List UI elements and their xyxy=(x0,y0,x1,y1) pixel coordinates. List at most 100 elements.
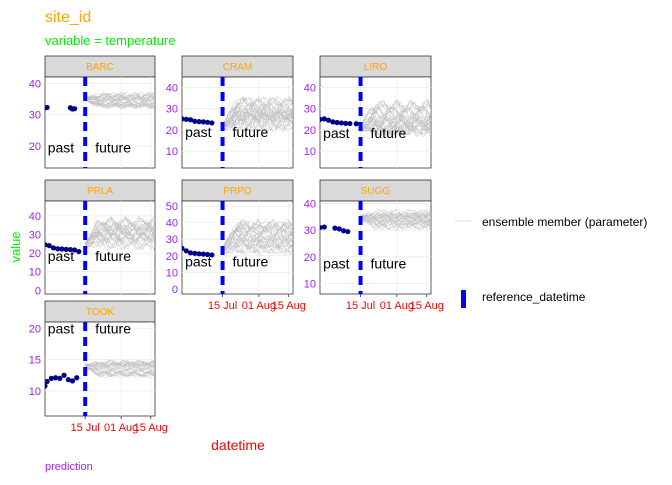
ensemble-traces xyxy=(360,98,431,138)
y-tick-label: 20 xyxy=(166,251,178,263)
ensemble-member-line xyxy=(222,118,293,133)
observed-point xyxy=(330,119,336,125)
ensemble-member-line xyxy=(222,97,293,125)
y-tick-label: 40 xyxy=(304,199,316,211)
y-tick-label: 20 xyxy=(304,252,316,264)
ensemble-member-line xyxy=(222,235,293,252)
ensemble-member-line xyxy=(85,240,155,252)
ensemble-member-line xyxy=(360,218,431,230)
ensemble-member-line xyxy=(222,100,293,126)
observed-point xyxy=(336,226,342,232)
legend-reference-key xyxy=(461,290,466,308)
observed-point xyxy=(321,116,327,122)
y-tick-label: 40 xyxy=(29,78,41,90)
ensemble-member-line xyxy=(360,211,431,219)
annotation-future: future xyxy=(371,255,407,271)
ensemble-member-line xyxy=(222,229,293,251)
ensemble-member-line xyxy=(360,218,431,229)
facet-strip-label: TOOK xyxy=(86,307,114,318)
y-tick-label: 50 xyxy=(166,201,178,213)
ensemble-member-line xyxy=(222,225,293,250)
annotation-past: past xyxy=(48,248,75,264)
ensemble-member-line xyxy=(85,238,155,251)
facet-panel-prpo: PRPO 0 10 20 30 40 50 past future 15 Jul 01 Aug15 … xyxy=(166,179,306,312)
annotation-past: past xyxy=(48,140,75,156)
ensemble-traces xyxy=(85,359,155,380)
y-tick-label: 30 xyxy=(304,225,316,237)
ensemble-member-line xyxy=(85,237,155,249)
ensemble-traces xyxy=(222,218,293,257)
ensemble-member-line xyxy=(222,243,293,255)
y-tick-label: 10 xyxy=(166,267,178,279)
observed-point xyxy=(67,246,73,253)
y-tick-label: 40 xyxy=(166,218,178,230)
observed-point xyxy=(200,119,206,125)
annotation-future: future xyxy=(371,125,407,141)
ensemble-member-line xyxy=(222,233,293,252)
observed-point xyxy=(52,375,59,381)
observed-point xyxy=(321,224,327,230)
ensemble-member-line xyxy=(85,367,155,379)
ensemble-member-line xyxy=(360,125,431,138)
panel-background xyxy=(44,76,156,169)
y-tick-label: 20 xyxy=(29,248,41,260)
ensemble-member-line xyxy=(222,109,293,129)
facet-strip-label: LIRO xyxy=(364,62,388,73)
x-tick-label: 15 Aug xyxy=(272,300,306,312)
legend: ensemble member (parameter) reference_da… xyxy=(455,215,647,308)
annotation-past: past xyxy=(185,124,212,140)
ensemble-member-line xyxy=(222,109,293,129)
ensemble-member-line xyxy=(85,231,155,247)
facet-panel-prla: PRLA 0 10 20 30 40 past future xyxy=(29,179,156,297)
ensemble-member-line xyxy=(85,95,155,102)
ensemble-member-line xyxy=(360,105,431,127)
ensemble-member-line xyxy=(222,95,293,125)
facet-strip-label: BARC xyxy=(86,62,114,73)
x-tick-label: 01 Aug xyxy=(380,300,414,312)
chart-subtitle: variable = temperature xyxy=(45,33,175,48)
ensemble-member-line xyxy=(85,366,155,378)
observed-point xyxy=(45,383,48,389)
ensemble-member-line xyxy=(222,118,293,132)
facet-strip-label: PRLA xyxy=(87,186,113,197)
y-tick-label: 20 xyxy=(304,125,316,137)
annotation-future: future xyxy=(95,248,131,264)
observed-point xyxy=(50,245,57,251)
facet-strip-label: PRPO xyxy=(223,186,252,197)
observed-point xyxy=(347,120,353,127)
observed-point xyxy=(196,119,202,125)
x-tick-label: 15 Aug xyxy=(410,300,444,312)
observed-point xyxy=(209,120,215,126)
x-tick-label: 15 Jul xyxy=(71,422,100,434)
ensemble-member-line xyxy=(85,236,155,249)
ensemble-traces xyxy=(360,208,431,231)
ensemble-member-line xyxy=(85,97,155,104)
observed-point xyxy=(345,228,351,235)
ensemble-member-line xyxy=(85,99,155,107)
annotation-future: future xyxy=(233,254,269,270)
y-axis-label: value xyxy=(8,231,23,262)
annotation-past: past xyxy=(185,254,212,270)
ensemble-member-line xyxy=(222,218,293,248)
chart-caption: prediction xyxy=(45,461,93,473)
ensemble-member-line xyxy=(85,359,155,366)
ensemble-member-line xyxy=(85,99,155,109)
annotation-future: future xyxy=(95,320,131,336)
y-tick-label: 20 xyxy=(29,141,41,153)
ensemble-member-line xyxy=(222,106,293,128)
ensemble-member-line xyxy=(360,119,431,132)
observed-point xyxy=(187,250,194,256)
y-tick-label: 30 xyxy=(166,234,178,246)
y-tick-label: 10 xyxy=(29,267,41,279)
y-tick-label: 30 xyxy=(166,104,178,116)
ensemble-member-line xyxy=(222,114,293,130)
observed-point xyxy=(343,120,349,126)
observed-point xyxy=(61,372,67,378)
observed-point xyxy=(196,251,202,257)
x-tick-label: 01 Aug xyxy=(242,300,276,312)
y-tick-label: 20 xyxy=(29,323,41,335)
observed-point xyxy=(200,251,206,257)
ensemble-member-line xyxy=(360,122,431,136)
y-tick-label: 10 xyxy=(166,146,178,158)
